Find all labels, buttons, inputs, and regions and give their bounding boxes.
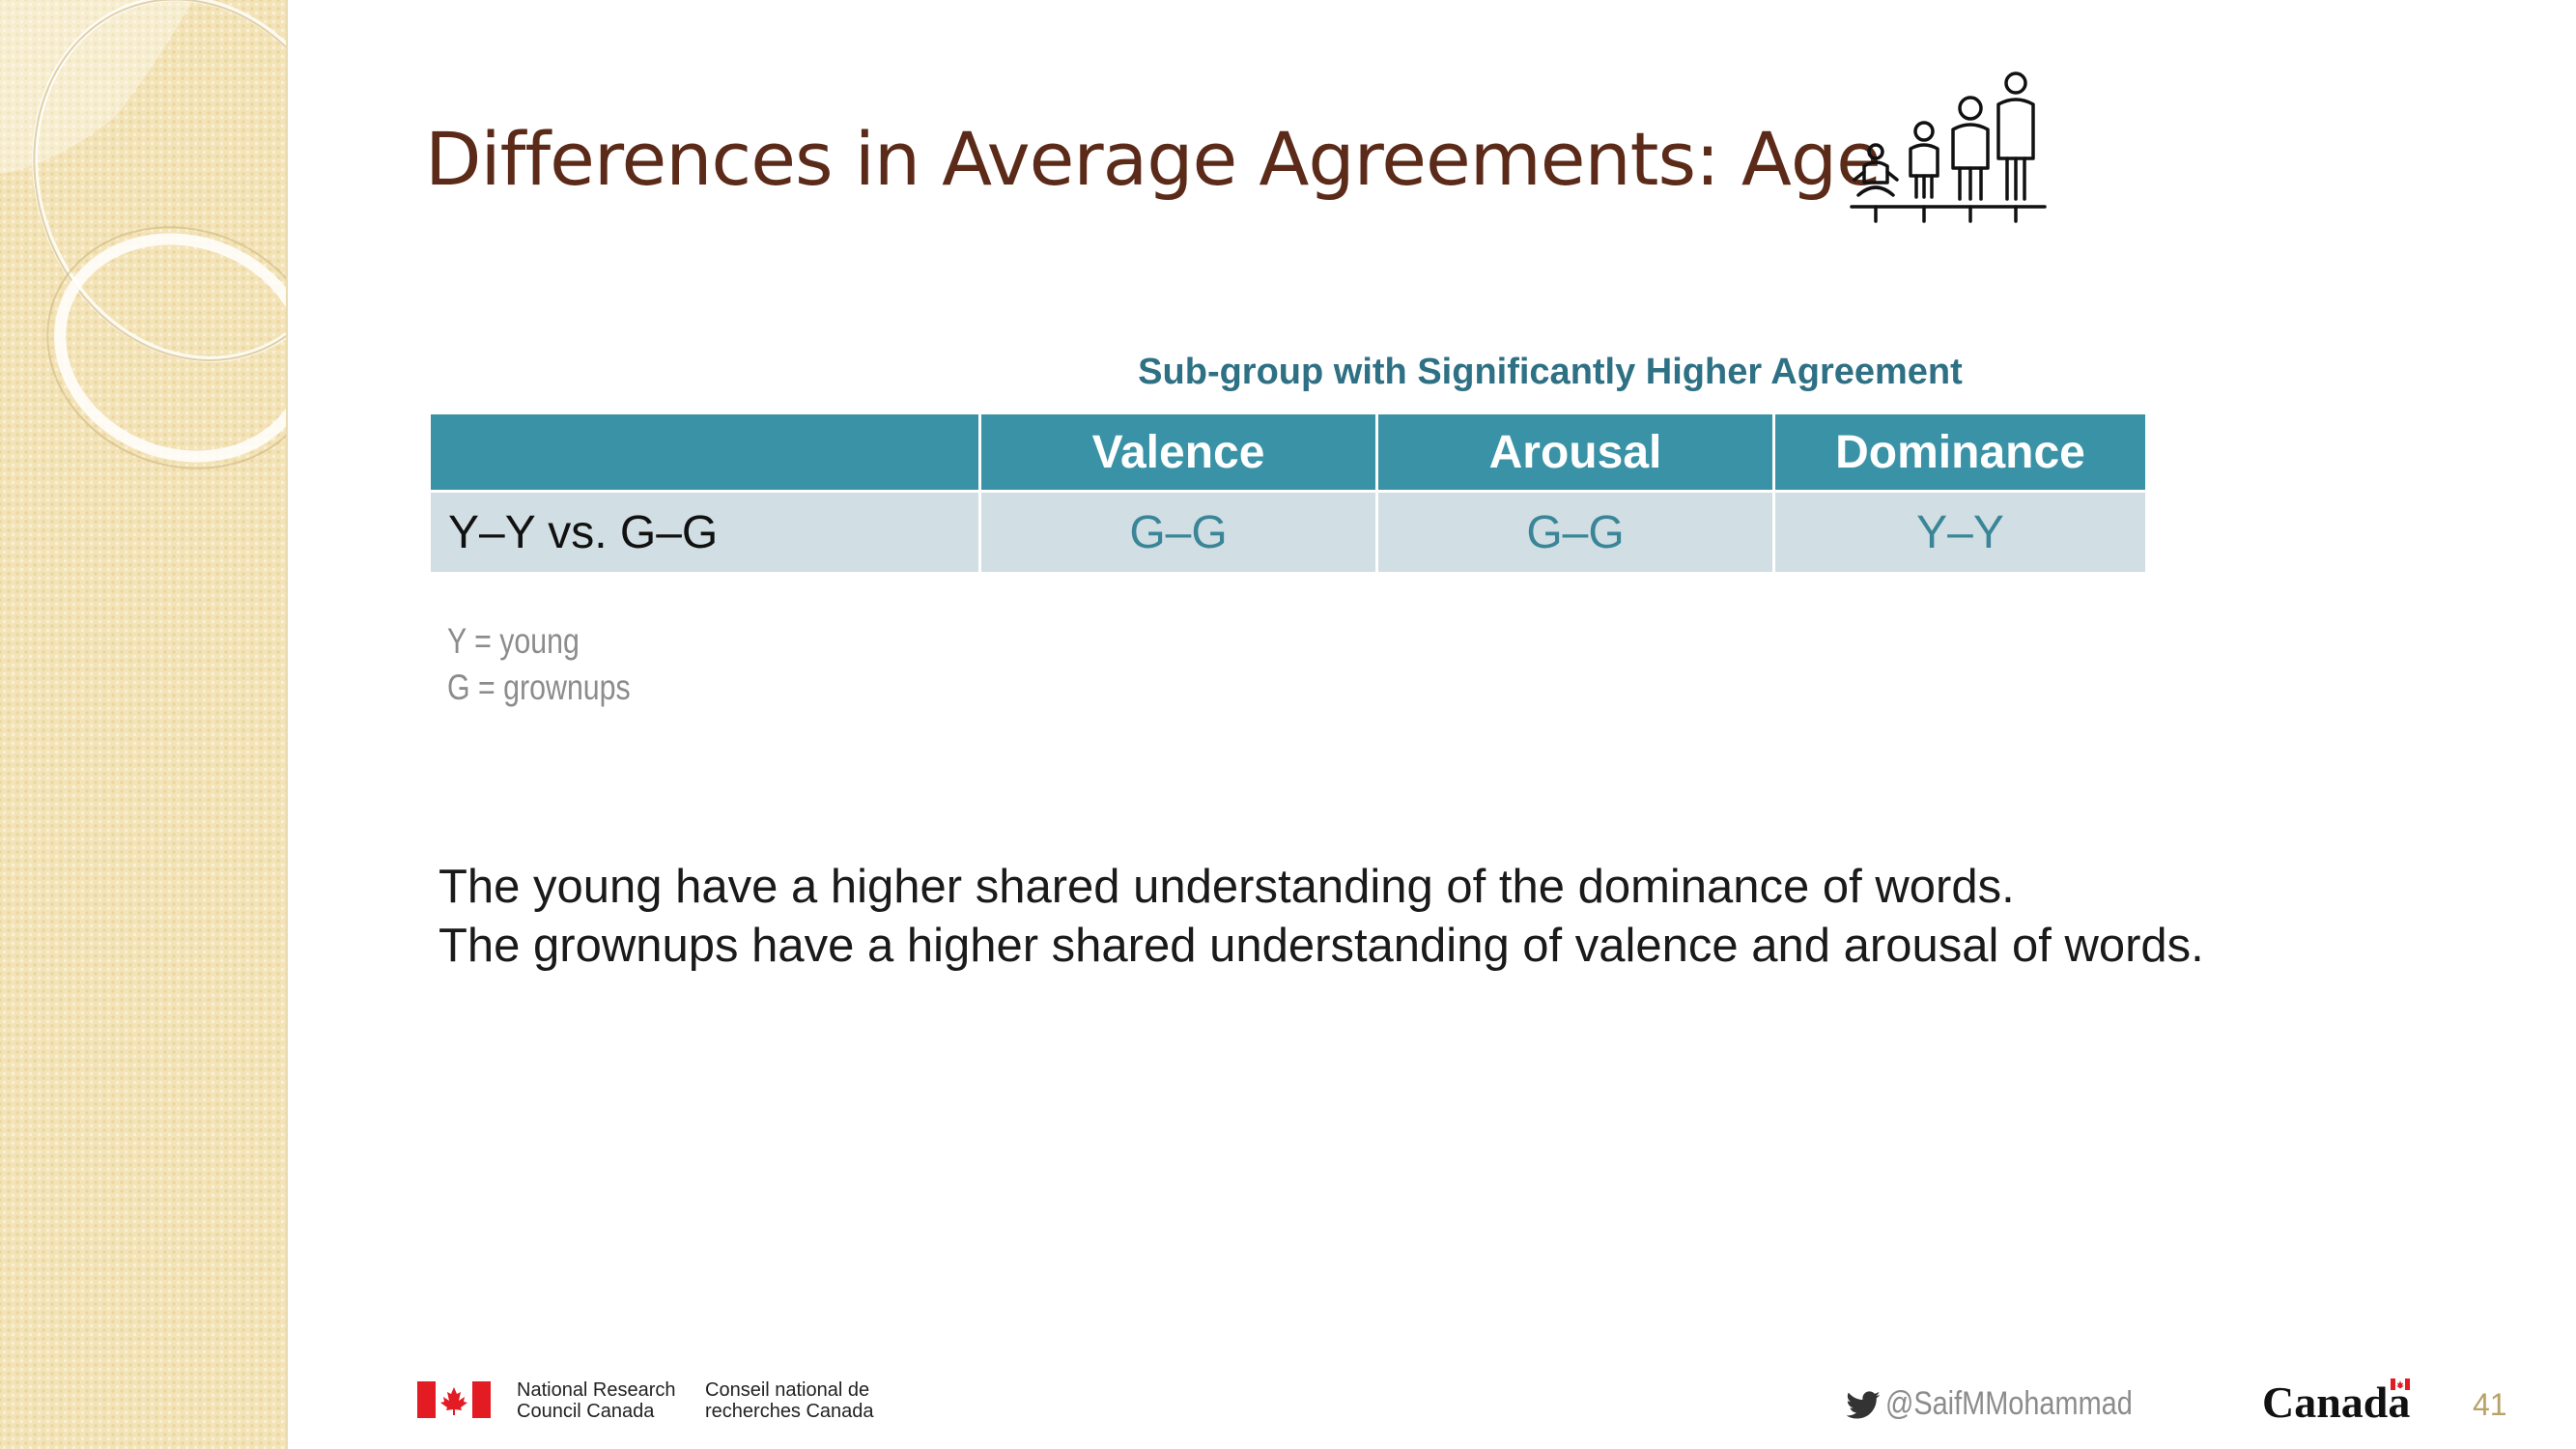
legend-grownups: G = grownups — [447, 668, 631, 707]
decorative-rings-graphic — [0, 0, 286, 469]
nrc-en-line-1: National Research — [517, 1379, 676, 1401]
wordmark-flag-icon — [2391, 1378, 2410, 1390]
nrc-name-english: National Research Council Canada — [517, 1379, 676, 1422]
table-header-row: Valence Arousal Dominance — [428, 412, 2148, 493]
twitter-handle: @SaifMMohammad — [1885, 1385, 2133, 1422]
header-dominance: Dominance — [1772, 412, 2148, 493]
header-empty-cell — [428, 412, 981, 493]
cell-valence: G–G — [978, 490, 1378, 575]
findings-text: The young have a higher shared understan… — [439, 858, 2204, 976]
nrc-fr-line-1: Conseil national de — [705, 1379, 870, 1401]
cell-dominance: Y–Y — [1772, 490, 2148, 575]
finding-young: The young have a higher shared understan… — [439, 861, 2015, 913]
twitter-icon — [1846, 1391, 1881, 1419]
header-valence: Valence — [978, 412, 1378, 493]
nrc-en-line-2: Council Canada — [517, 1401, 655, 1422]
page-number: 41 — [2473, 1387, 2507, 1422]
agreement-table: Valence Arousal Dominance Y–Y vs. G–G G–… — [428, 412, 2148, 575]
family-ages-icon — [1850, 71, 2047, 223]
table-row: Y–Y vs. G–G G–G G–G Y–Y — [428, 490, 2148, 575]
canada-flag-icon — [417, 1381, 491, 1418]
row-label: Y–Y vs. G–G — [428, 490, 981, 575]
finding-grownups: The grownups have a higher shared unders… — [439, 920, 2204, 972]
header-arousal: Arousal — [1375, 412, 1775, 493]
canada-wordmark: Canada — [2262, 1378, 2411, 1427]
nrc-name-french: Conseil national de recherches Canada — [705, 1379, 874, 1422]
cell-arousal: G–G — [1375, 490, 1775, 575]
slide-title: Differences in Average Agreements: Age — [425, 116, 1882, 202]
abbreviation-legend: Y = young G = grownups — [447, 618, 631, 711]
table-caption: Sub-group with Significantly Higher Agre… — [1138, 352, 1963, 392]
decorative-sidebar — [0, 0, 288, 1449]
nrc-fr-line-2: recherches Canada — [705, 1401, 874, 1422]
legend-young: Y = young — [447, 621, 580, 661]
